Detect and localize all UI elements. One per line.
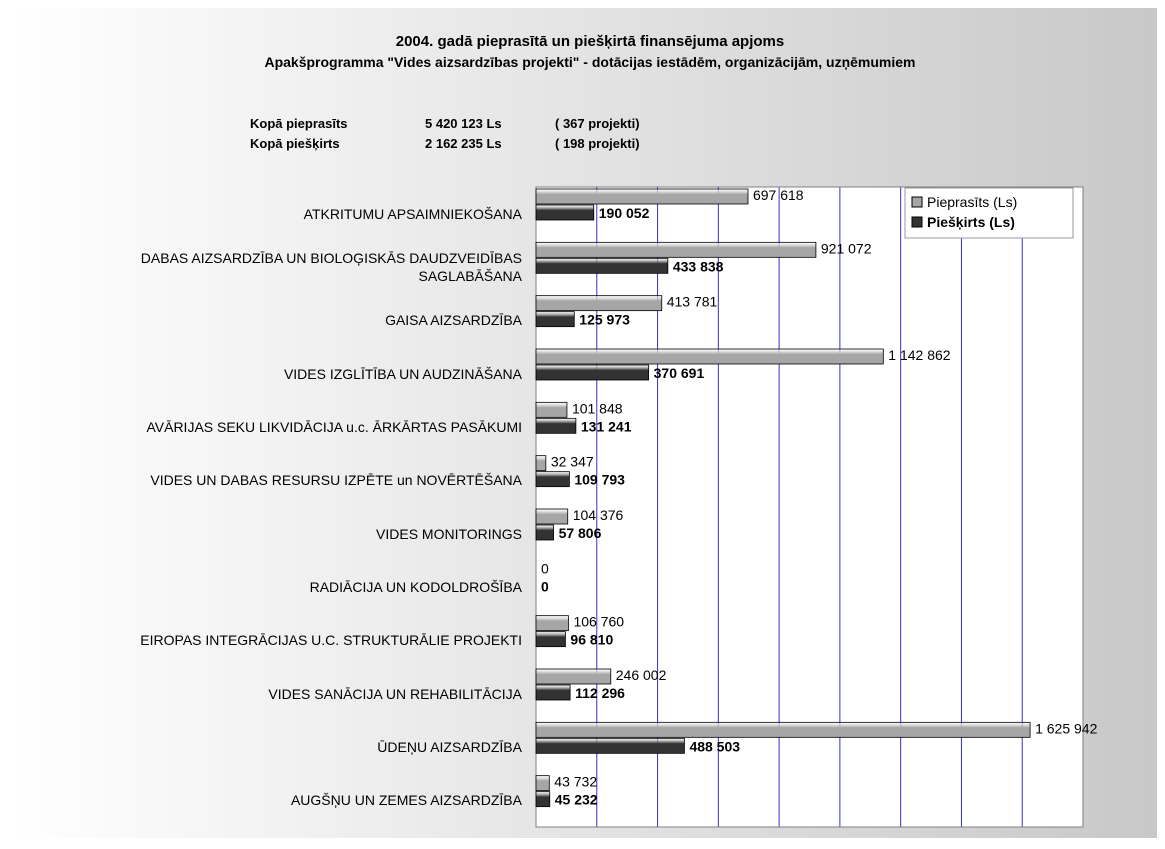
bar [535, 348, 884, 365]
legend-label: Piešķirts (Ls) [927, 214, 1015, 230]
value-label: 109 793 [574, 472, 625, 488]
summary-text: Kopā pieprasīts [250, 116, 348, 131]
summary-text: 2 162 235 Ls [425, 136, 502, 151]
value-label: 45 232 [555, 792, 598, 808]
bar [535, 241, 817, 258]
bar [535, 401, 568, 418]
category-label: AVĀRIJAS SEKU LIKVIDĀCIJA u.c. ĀRKĀRTAS … [146, 418, 522, 435]
summary-text: ( 367 projekti) [555, 116, 640, 131]
legend-box [904, 187, 1074, 239]
chart-subtitle: Apakšprogramma "Vides aizsardzības proje… [264, 54, 915, 70]
bar [535, 684, 571, 701]
value-label: 921 072 [821, 240, 872, 256]
category-label: ATKRITUMU APSAIMNIEKOŠANA [303, 205, 522, 222]
bar [535, 668, 612, 685]
value-label: 112 296 [575, 685, 625, 701]
bar [535, 508, 569, 525]
value-label: 0 [541, 578, 549, 594]
value-label: 433 838 [673, 258, 724, 274]
value-label: 246 002 [616, 667, 667, 683]
category-label: RADIĀCIJA UN KODOLDROŠĪBA [309, 578, 522, 595]
value-label: 96 810 [570, 632, 613, 648]
category-label: AUGŠŅU UN ZEMES AIZSARDZĪBA [290, 792, 522, 809]
bar [535, 791, 551, 808]
value-label: 131 241 [581, 418, 632, 434]
summary-text: 5 420 123 Ls [425, 116, 502, 131]
plot-area [536, 187, 1083, 827]
bar [535, 775, 550, 792]
category-label: GAISA AIZSARDZĪBA [385, 312, 522, 329]
bar [535, 295, 663, 312]
value-label: 1 625 942 [1035, 720, 1097, 736]
bar [535, 188, 749, 205]
category-label: VIDES SANĀCIJA UN REHABILITĀCIJA [268, 685, 522, 702]
bar [535, 615, 569, 632]
value-label: 370 691 [654, 365, 705, 381]
summary-text: ( 198 projekti) [555, 136, 640, 151]
value-label: 697 618 [753, 187, 804, 203]
value-label: 190 052 [599, 205, 650, 221]
summary-text: Kopā piešķirts [250, 136, 340, 151]
bar [535, 364, 650, 381]
bar [535, 204, 595, 221]
bar [535, 524, 554, 541]
value-label: 43 732 [554, 774, 597, 790]
bar [535, 721, 1031, 738]
bar [535, 471, 570, 488]
value-label: 1 142 862 [888, 347, 950, 363]
bar [535, 257, 669, 274]
legend-swatch [911, 196, 923, 208]
value-label: 488 503 [689, 738, 740, 754]
value-label: 32 347 [551, 454, 594, 470]
legend-label: Pieprasīts (Ls) [927, 194, 1017, 210]
bar [535, 631, 566, 648]
value-label: 104 376 [573, 507, 624, 523]
value-label: 0 [541, 560, 549, 576]
category-label: VIDES UN DABAS RESURSU IZPĒTE un NOVĒRTĒ… [150, 472, 522, 489]
bar [535, 417, 577, 434]
category-label: DABAS AIZSARDZĪBA UN BIOLOĢISKĀS DAUDZVE… [140, 249, 522, 284]
plot-border [535, 186, 1084, 828]
bar [535, 737, 685, 754]
value-label: 57 806 [559, 525, 602, 541]
value-label: 413 781 [667, 294, 718, 310]
category-label: VIDES IZGLĪTĪBA UN AUDZINĀŠANA [283, 365, 522, 382]
value-label: 101 848 [572, 400, 623, 416]
value-label: 125 973 [579, 312, 630, 328]
chart-title: 2004. gadā pieprasītā un piešķirtā finan… [396, 33, 784, 50]
value-label: 106 760 [573, 614, 624, 630]
bar [535, 455, 547, 472]
legend-swatch [911, 216, 923, 228]
bar [535, 311, 575, 328]
category-label: ŪDEŅU AIZSARDZĪBA [377, 738, 522, 755]
category-label: EIROPAS INTEGRĀCIJAS U.C. STRUKTURĀLIE P… [140, 632, 522, 649]
category-label: VIDES MONITORINGS [376, 525, 522, 542]
